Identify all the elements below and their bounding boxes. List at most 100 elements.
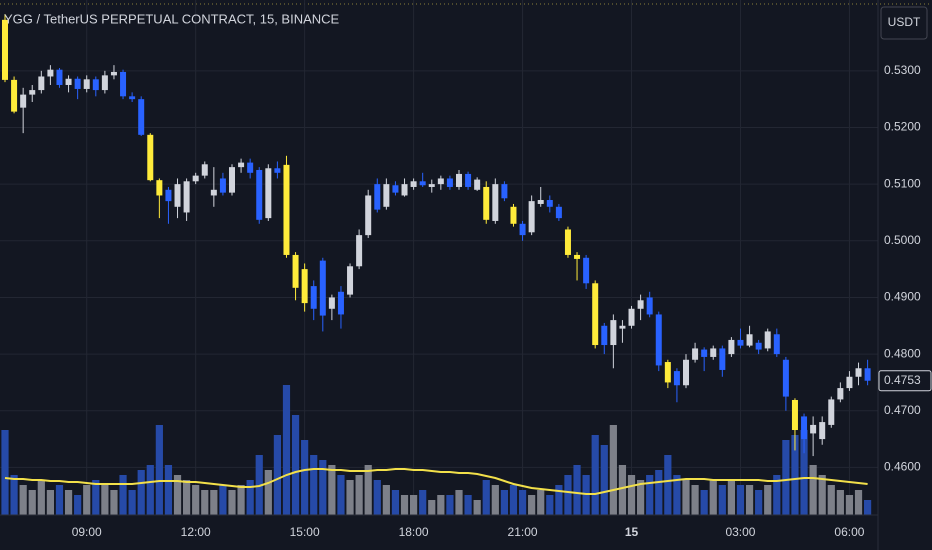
volume-bar [691, 485, 699, 515]
candle-body [410, 181, 417, 187]
volume-bar [355, 475, 363, 515]
candle-body [165, 189, 172, 202]
candle-body [601, 325, 608, 346]
volume-bar [437, 495, 445, 515]
volume-bar [709, 480, 717, 515]
currency-button[interactable] [880, 6, 928, 40]
volume-bar [101, 485, 109, 515]
candle-body [138, 99, 145, 135]
volume-ma-line [4, 468, 868, 495]
candle-body [83, 79, 90, 89]
candle-body [474, 179, 481, 190]
volume-bar [854, 490, 863, 515]
last-price-box [878, 370, 932, 392]
candle-body [292, 254, 299, 288]
volume-bar [201, 490, 209, 515]
volume-bar [573, 465, 581, 515]
volume-bar [137, 470, 145, 515]
volume-bar [491, 485, 499, 515]
candle-body [201, 164, 208, 176]
volume-bar [337, 475, 345, 515]
volume-bar [210, 490, 218, 515]
candle-body [192, 175, 199, 182]
candle-body [701, 349, 708, 357]
candle-body [592, 283, 599, 346]
candle-body [101, 75, 108, 91]
volume-bar [128, 490, 136, 515]
candle-body [456, 173, 462, 187]
volume-bar [37, 480, 45, 515]
candle-body [837, 388, 844, 400]
x-tick-label: 12:00 [181, 525, 211, 539]
x-tick-label: 03:00 [725, 525, 755, 539]
volume-bar [464, 495, 472, 515]
volume-bar [219, 485, 227, 515]
volume-bar [637, 480, 645, 515]
volume-bar [773, 475, 781, 515]
volume-bar [446, 495, 454, 515]
volume-bar [718, 485, 726, 515]
candle-body [56, 69, 63, 85]
candle-body [692, 348, 699, 360]
y-tick-label: 0.5300 [884, 63, 921, 77]
volume-bar [655, 470, 663, 515]
candle-body [546, 199, 553, 207]
volume-bar [173, 475, 182, 515]
volume-bar [237, 485, 245, 515]
candle-body [791, 399, 798, 431]
volume-bar [836, 490, 844, 515]
volume-bar [328, 465, 336, 515]
volume-bar [782, 440, 790, 515]
candle-body [719, 348, 726, 370]
volume-bar [1, 430, 9, 515]
volume-bar [155, 425, 163, 515]
candle-body [519, 223, 526, 236]
volume-bar [246, 480, 254, 515]
candle-body [47, 69, 54, 77]
candle-body [583, 257, 590, 284]
candle-body [256, 169, 263, 220]
candle-body [437, 178, 444, 185]
candle-body [855, 368, 862, 377]
candle-body [374, 184, 381, 210]
candle-body [810, 424, 817, 434]
volume-bar [845, 495, 854, 515]
volume-bar [428, 500, 436, 515]
chart-title: YGG / TetherUS PERPETUAL CONTRACT, 15, B… [4, 11, 340, 26]
volume-bar [564, 475, 572, 515]
candle-body [655, 314, 662, 366]
candle-body [29, 90, 36, 95]
y-tick-label: 0.4800 [884, 346, 921, 360]
candle-body [773, 334, 780, 355]
candle-body [864, 368, 871, 381]
volume-bar [736, 485, 745, 515]
volume-bar [382, 485, 390, 515]
volume-bar [192, 485, 200, 515]
volume-bar [518, 490, 527, 515]
candle-body [401, 184, 408, 196]
candle-body [428, 184, 435, 187]
volume-bar [682, 480, 690, 515]
candle-body [673, 371, 680, 386]
candle-body [20, 94, 27, 108]
candle-body [156, 180, 163, 196]
candle-body [501, 184, 508, 199]
candle-body [801, 416, 808, 440]
volume-bar [618, 465, 627, 515]
volume-bar [273, 435, 281, 515]
candle-body [11, 79, 18, 112]
candle-body [664, 362, 671, 383]
candle-body [74, 78, 81, 89]
volume-bar [800, 430, 808, 515]
candle-body [38, 76, 45, 91]
candle-body [846, 376, 853, 389]
x-tick-label: 18:00 [399, 525, 429, 539]
volume-bar [346, 480, 354, 515]
volume-layer [1, 385, 872, 515]
volume-bar [183, 480, 191, 515]
candle-body [347, 266, 354, 295]
volume-bar [509, 485, 518, 515]
candle-body [265, 168, 272, 219]
volume-bar [119, 475, 127, 515]
